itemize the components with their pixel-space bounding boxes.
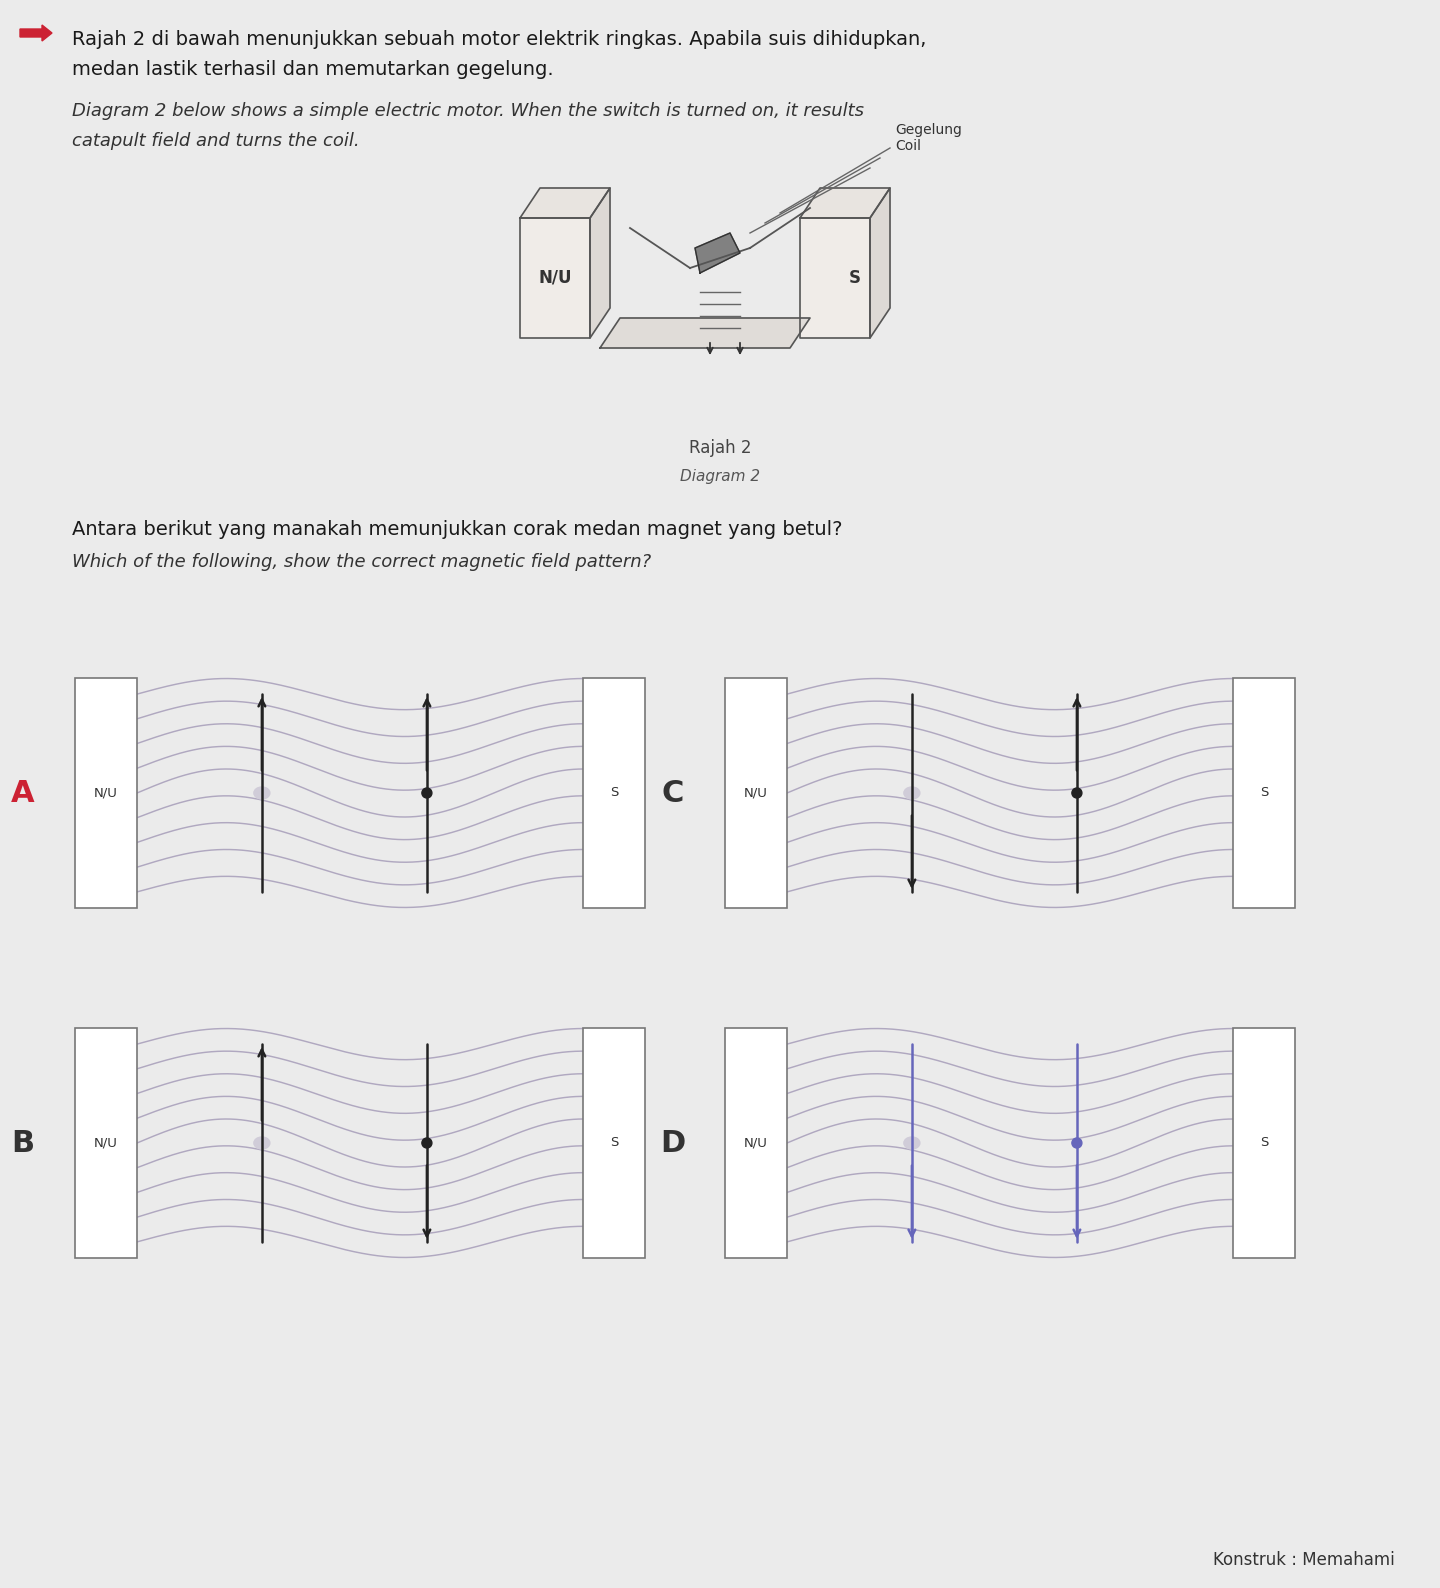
Text: Gegelung
Coil: Gegelung Coil [896,122,962,152]
Circle shape [422,1139,432,1148]
Text: S: S [609,1137,618,1150]
Text: D: D [661,1129,685,1158]
Text: Which of the following, show the correct magnetic field pattern?: Which of the following, show the correct… [72,553,651,572]
Text: catapult field and turns the coil.: catapult field and turns the coil. [72,132,360,149]
Text: N/U: N/U [744,786,768,799]
Text: N/U: N/U [94,786,118,799]
Text: C: C [662,778,684,808]
Text: B: B [12,1129,35,1158]
Circle shape [1071,1139,1081,1148]
Text: N/U: N/U [539,268,572,287]
Bar [75,1027,137,1258]
Text: A: A [12,778,35,808]
Polygon shape [801,187,890,218]
Text: N/U: N/U [94,1137,118,1150]
Text: Rajah 2: Rajah 2 [688,438,752,457]
Ellipse shape [904,1137,920,1150]
Polygon shape [590,187,611,338]
Polygon shape [801,218,870,338]
FancyArrow shape [20,25,52,41]
Text: Diagram 2 below shows a simple electric motor. When the switch is turned on, it : Diagram 2 below shows a simple electric … [72,102,864,121]
Text: Diagram 2: Diagram 2 [680,468,760,483]
Text: Konstruk : Memahami: Konstruk : Memahami [1214,1551,1395,1569]
Ellipse shape [253,788,269,799]
Circle shape [1071,788,1081,799]
Polygon shape [600,318,809,348]
Bar [724,1027,788,1258]
Bar [724,678,788,908]
Circle shape [422,788,432,799]
Polygon shape [520,187,611,218]
Polygon shape [520,218,590,338]
Text: Antara berikut yang manakah memunjukkan corak medan magnet yang betul?: Antara berikut yang manakah memunjukkan … [72,519,842,538]
Text: Rajah 2 di bawah menunjukkan sebuah motor elektrik ringkas. Apabila suis dihidup: Rajah 2 di bawah menunjukkan sebuah moto… [72,30,926,49]
Polygon shape [870,187,890,338]
Text: S: S [609,786,618,799]
Bar [1233,1027,1295,1258]
Bar [583,678,645,908]
Text: S: S [850,268,861,287]
Ellipse shape [904,788,920,799]
Text: medan lastik terhasil dan memutarkan gegelung.: medan lastik terhasil dan memutarkan geg… [72,60,553,79]
Bar [583,1027,645,1258]
Polygon shape [696,233,740,273]
Ellipse shape [253,1137,269,1150]
Bar [75,678,137,908]
Text: S: S [1260,786,1269,799]
Bar [1233,678,1295,908]
Text: N/U: N/U [744,1137,768,1150]
Text: S: S [1260,1137,1269,1150]
